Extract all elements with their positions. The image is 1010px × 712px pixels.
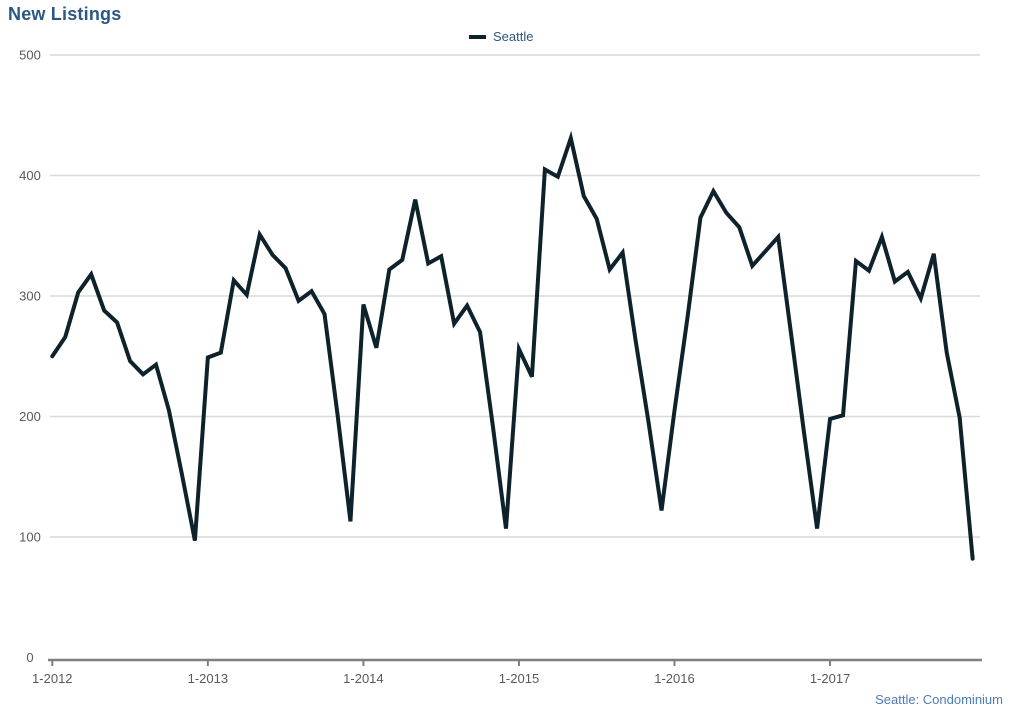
y-tick-label-500: 500 (19, 48, 41, 63)
y-tick-label-200: 200 (19, 409, 41, 424)
y-tick-label-400: 400 (19, 168, 41, 183)
y-tick-label-0: 0 (26, 650, 33, 665)
y-tick-label-100: 100 (19, 530, 41, 545)
x-tick-label-1-2012: 1-2012 (32, 671, 72, 686)
x-tick-label-1-2013: 1-2013 (188, 671, 228, 686)
y-tick-label-300: 300 (19, 289, 41, 304)
legend-series-label: Seattle (493, 29, 534, 44)
chart-footnote: Seattle: Condominium (875, 692, 1003, 707)
x-tick-label-1-2017: 1-2017 (810, 671, 850, 686)
x-tick-label-1-2014: 1-2014 (343, 671, 383, 686)
series-line-seattle (50, 130, 975, 561)
x-tick-label-1-2016: 1-2016 (654, 671, 694, 686)
x-tick-label-1-2015: 1-2015 (499, 671, 539, 686)
legend: Seattle (469, 29, 533, 44)
legend-line-swatch (469, 34, 486, 39)
chart-title: New Listings (8, 4, 122, 24)
